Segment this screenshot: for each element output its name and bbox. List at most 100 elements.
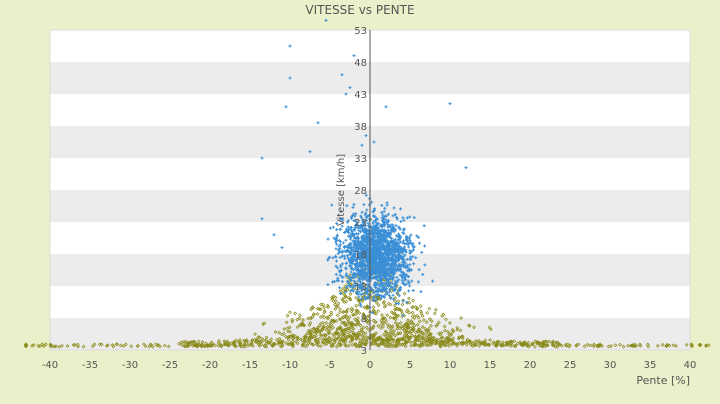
data-point: [394, 242, 398, 246]
data-point: [386, 284, 390, 288]
data-point: [383, 329, 388, 334]
data-point: [348, 260, 352, 264]
data-point: [355, 257, 359, 261]
data-point: [464, 342, 469, 347]
data-point: [426, 341, 430, 345]
data-point: [336, 304, 340, 309]
data-point: [305, 331, 309, 336]
x-tick-label: 35: [644, 360, 657, 371]
data-point: [380, 210, 384, 214]
data-point: [391, 274, 395, 278]
data-point: [361, 312, 366, 316]
data-point: [333, 307, 338, 311]
data-point: [373, 285, 377, 289]
data-point: [186, 344, 190, 349]
data-point: [359, 292, 363, 296]
data-point: [308, 320, 313, 325]
data-point: [325, 303, 330, 308]
data-point: [402, 227, 406, 231]
data-point: [382, 268, 386, 272]
data-point: [388, 330, 393, 335]
data-point: [340, 290, 345, 295]
data-point: [349, 252, 353, 256]
x-tick-labels: -40 -35 -30 -25 -20 -15 -10 -5 0 5 10 15 20 25 30 35 40: [42, 360, 697, 371]
data-point: [469, 339, 473, 344]
data-point: [395, 331, 400, 336]
data-point: [373, 282, 377, 286]
data-point: [382, 299, 387, 304]
data-point: [361, 341, 366, 346]
data-point: [420, 314, 425, 318]
data-point: [200, 343, 204, 347]
data-point: [398, 343, 403, 347]
data-point: [194, 343, 199, 348]
data-point: [300, 338, 305, 343]
data-point: [389, 252, 393, 256]
data-point: [272, 341, 277, 346]
data-point: [357, 298, 362, 303]
data-point: [48, 344, 53, 349]
data-point: [391, 270, 395, 274]
data-point: [52, 344, 57, 349]
data-point: [541, 339, 546, 344]
data-point: [364, 335, 369, 339]
data-point: [182, 344, 187, 349]
data-point: [353, 228, 357, 232]
data-point: [390, 281, 394, 285]
data-point: [422, 224, 426, 228]
data-point: [321, 326, 326, 330]
data-point: [338, 286, 342, 290]
data-point: [329, 326, 333, 331]
data-point: [393, 320, 398, 325]
data-point: [351, 289, 355, 293]
data-point: [397, 226, 401, 230]
data-point: [361, 228, 365, 232]
data-point: [419, 342, 423, 347]
data-point: [411, 289, 415, 293]
data-point: [442, 328, 447, 333]
data-point: [343, 323, 348, 327]
data-point: [434, 337, 439, 342]
data-point: [357, 277, 361, 281]
data-point: [417, 268, 421, 272]
data-point: [407, 289, 411, 293]
data-point: [444, 342, 449, 347]
data-point: [238, 341, 243, 345]
data-point: [451, 341, 455, 346]
data-point: [322, 305, 326, 310]
data-point: [395, 306, 399, 311]
data-point: [346, 326, 351, 331]
y-tick-label: 53: [354, 26, 367, 37]
data-point: [404, 341, 409, 345]
data-point: [279, 340, 284, 345]
data-point: [487, 325, 492, 330]
data-point: [331, 280, 335, 284]
data-point: [447, 343, 451, 348]
data-point: [310, 305, 315, 310]
data-point: [330, 337, 335, 342]
data-point: [377, 265, 381, 269]
data-point: [43, 342, 48, 347]
data-point: [363, 342, 367, 347]
data-point: [513, 343, 518, 348]
data-point: [591, 344, 596, 349]
data-point: [481, 342, 486, 347]
data-point: [401, 239, 405, 243]
data-point: [350, 307, 355, 312]
y-tick-label: 13: [354, 282, 367, 293]
data-point: [346, 256, 350, 260]
data-point: [362, 276, 366, 280]
data-point: [408, 251, 412, 255]
data-point: [396, 340, 401, 345]
data-point: [288, 76, 292, 80]
data-point: [412, 262, 416, 266]
data-point: [450, 342, 454, 347]
data-point: [544, 343, 549, 347]
data-point: [366, 271, 370, 275]
data-point: [370, 254, 374, 258]
data-point: [379, 296, 383, 300]
data-point: [380, 239, 384, 243]
data-point: [375, 217, 379, 221]
data-point: [704, 344, 709, 348]
data-point: [205, 343, 210, 347]
